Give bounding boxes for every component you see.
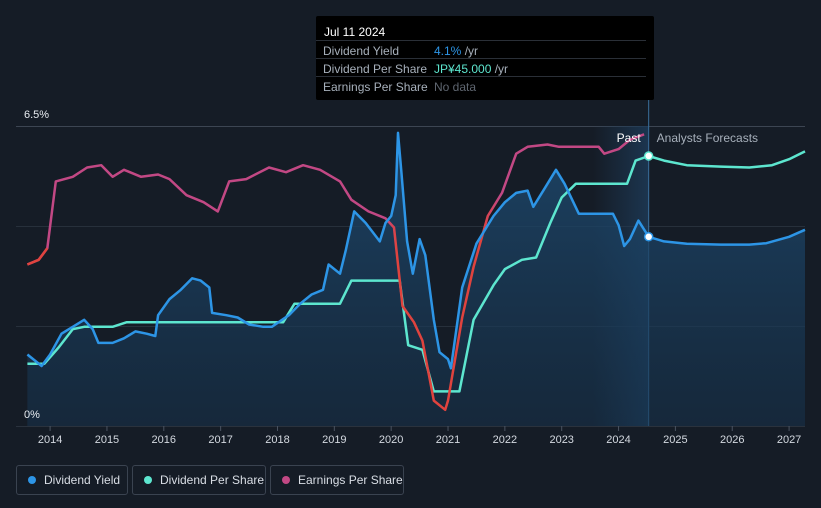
forecast-label: Analysts Forecasts [657,131,758,145]
tooltip-row-dividend-yield: Dividend Yield 4.1% /yr [316,40,646,59]
x-tick-label: 2019 [322,434,346,446]
x-tick-label: 2018 [265,434,289,446]
tooltip-value-text: JP¥45.000 [434,62,492,76]
earnings-per-share-line [26,133,645,412]
x-tick-label: 2024 [606,434,630,446]
dividend-yield-area [27,132,805,426]
legend-item-dividend-per-share[interactable]: Dividend Per Share [132,465,266,495]
earnings-per-share-line-start [26,247,49,266]
axis-layer: Past Analysts Forecasts 6.5% 0% 2014 2015 2016… [24,109,801,446]
legend-label: Dividend Per Share [160,473,265,487]
y-tick-bottom: 0% [24,409,40,421]
tooltip-value-text: No data [434,80,477,94]
past-label: Past [617,131,642,145]
dividend-per-share-line [27,150,806,393]
marker-layer [643,151,654,242]
tooltip-label: Dividend Per Share [323,62,428,76]
tooltip-unit: /yr [491,62,509,76]
legend-label: Earnings Per Share [298,473,403,487]
dividend-yield-line [26,131,806,370]
tooltip-label: Earnings Per Share [323,80,428,94]
tooltip-value-text: 4.1% [434,44,462,58]
area-layer [27,132,805,426]
legend-item-earnings-per-share[interactable]: Earnings Per Share [270,465,404,495]
tooltip-label: Dividend Yield [323,44,400,58]
x-tick-label: 2020 [379,434,403,446]
legend-item-dividend-yield[interactable]: Dividend Yield [16,465,128,495]
tooltip-unit: /yr [461,44,479,58]
legend-dot-icon [144,476,152,484]
x-tick-label: 2023 [549,434,573,446]
x-tick-label: 2026 [720,434,744,446]
x-tick-label: 2015 [95,434,119,446]
dividend-yield-marker [643,232,654,242]
y-tick-top: 6.5% [24,109,49,121]
x-tick-label: 2027 [777,434,801,446]
tooltip-value: 4.1% /yr [434,44,478,58]
legend-label: Dividend Yield [44,473,121,487]
legend-dot-icon [282,476,290,484]
dividend-per-share-marker [643,151,654,161]
x-tick-label: 2025 [663,434,687,446]
x-tick-label: 2022 [493,434,517,446]
x-tick-label: 2016 [152,434,176,446]
tooltip-date: Jul 11 2024 [324,25,386,39]
tooltip-value: No data [434,80,476,94]
x-tick-label: 2014 [38,434,62,446]
legend-dot-icon [28,476,36,484]
tooltip-value: JP¥45.000 /yr [434,62,508,76]
tooltip-row-dividend-per-share: Dividend Per Share JP¥45.000 /yr [316,58,646,77]
x-tick-label: 2017 [208,434,232,446]
line-layer [26,131,806,412]
hover-tooltip: Jul 11 2024 Dividend Yield 4.1% /yr Divi… [316,16,654,100]
tooltip-row-earnings-per-share: Earnings Per Share No data [316,76,646,95]
x-tick-label: 2021 [436,434,460,446]
